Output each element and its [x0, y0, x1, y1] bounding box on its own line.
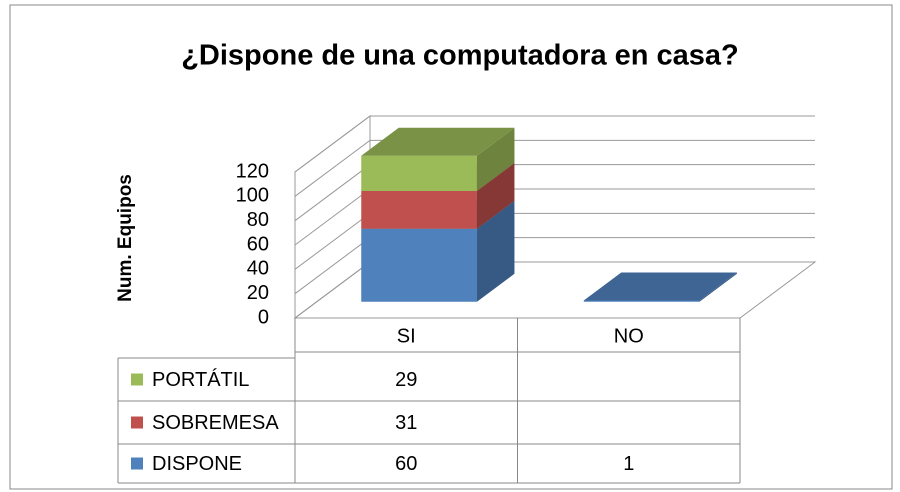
legend-swatch	[131, 416, 143, 429]
bar-front	[361, 155, 477, 192]
bar-front	[361, 228, 477, 302]
y-tick-label: 40	[247, 258, 269, 280]
bar-side	[476, 127, 515, 192]
y-tick-label: 80	[247, 209, 269, 231]
bar-side	[699, 272, 737, 302]
bar	[583, 272, 737, 302]
table-value: 60	[395, 453, 417, 475]
bar-front	[361, 191, 477, 229]
y-tick-label: 120	[236, 160, 269, 182]
y-tick-label: 60	[247, 233, 269, 255]
grid-line	[294, 115, 815, 173]
category-label: SI	[397, 325, 416, 347]
bar-front	[583, 300, 700, 302]
y-tick-label: 20	[247, 282, 269, 304]
y-axis-label: Num. Equipos	[115, 174, 136, 302]
legend-label: PORTÁTIL	[152, 368, 249, 391]
bar-top	[583, 272, 737, 301]
legend-label: SOBREMESA	[152, 412, 279, 434]
table-value: 29	[395, 369, 417, 391]
bar	[361, 127, 515, 192]
legend-label: DISPONE	[152, 453, 242, 475]
bar-top	[361, 127, 515, 156]
table-value: 31	[395, 412, 417, 434]
category-label: NO	[614, 325, 644, 347]
legend-swatch	[131, 457, 143, 470]
grid-line	[294, 139, 815, 197]
legend-swatch	[131, 373, 143, 386]
bar-side	[476, 200, 515, 302]
y-tick-label: 100	[236, 185, 269, 207]
y-tick-label: 0	[258, 306, 269, 328]
chart-title: ¿Dispone de una computadora en casa?	[181, 40, 739, 72]
bar-side	[476, 163, 515, 229]
table-value: 1	[623, 453, 634, 475]
